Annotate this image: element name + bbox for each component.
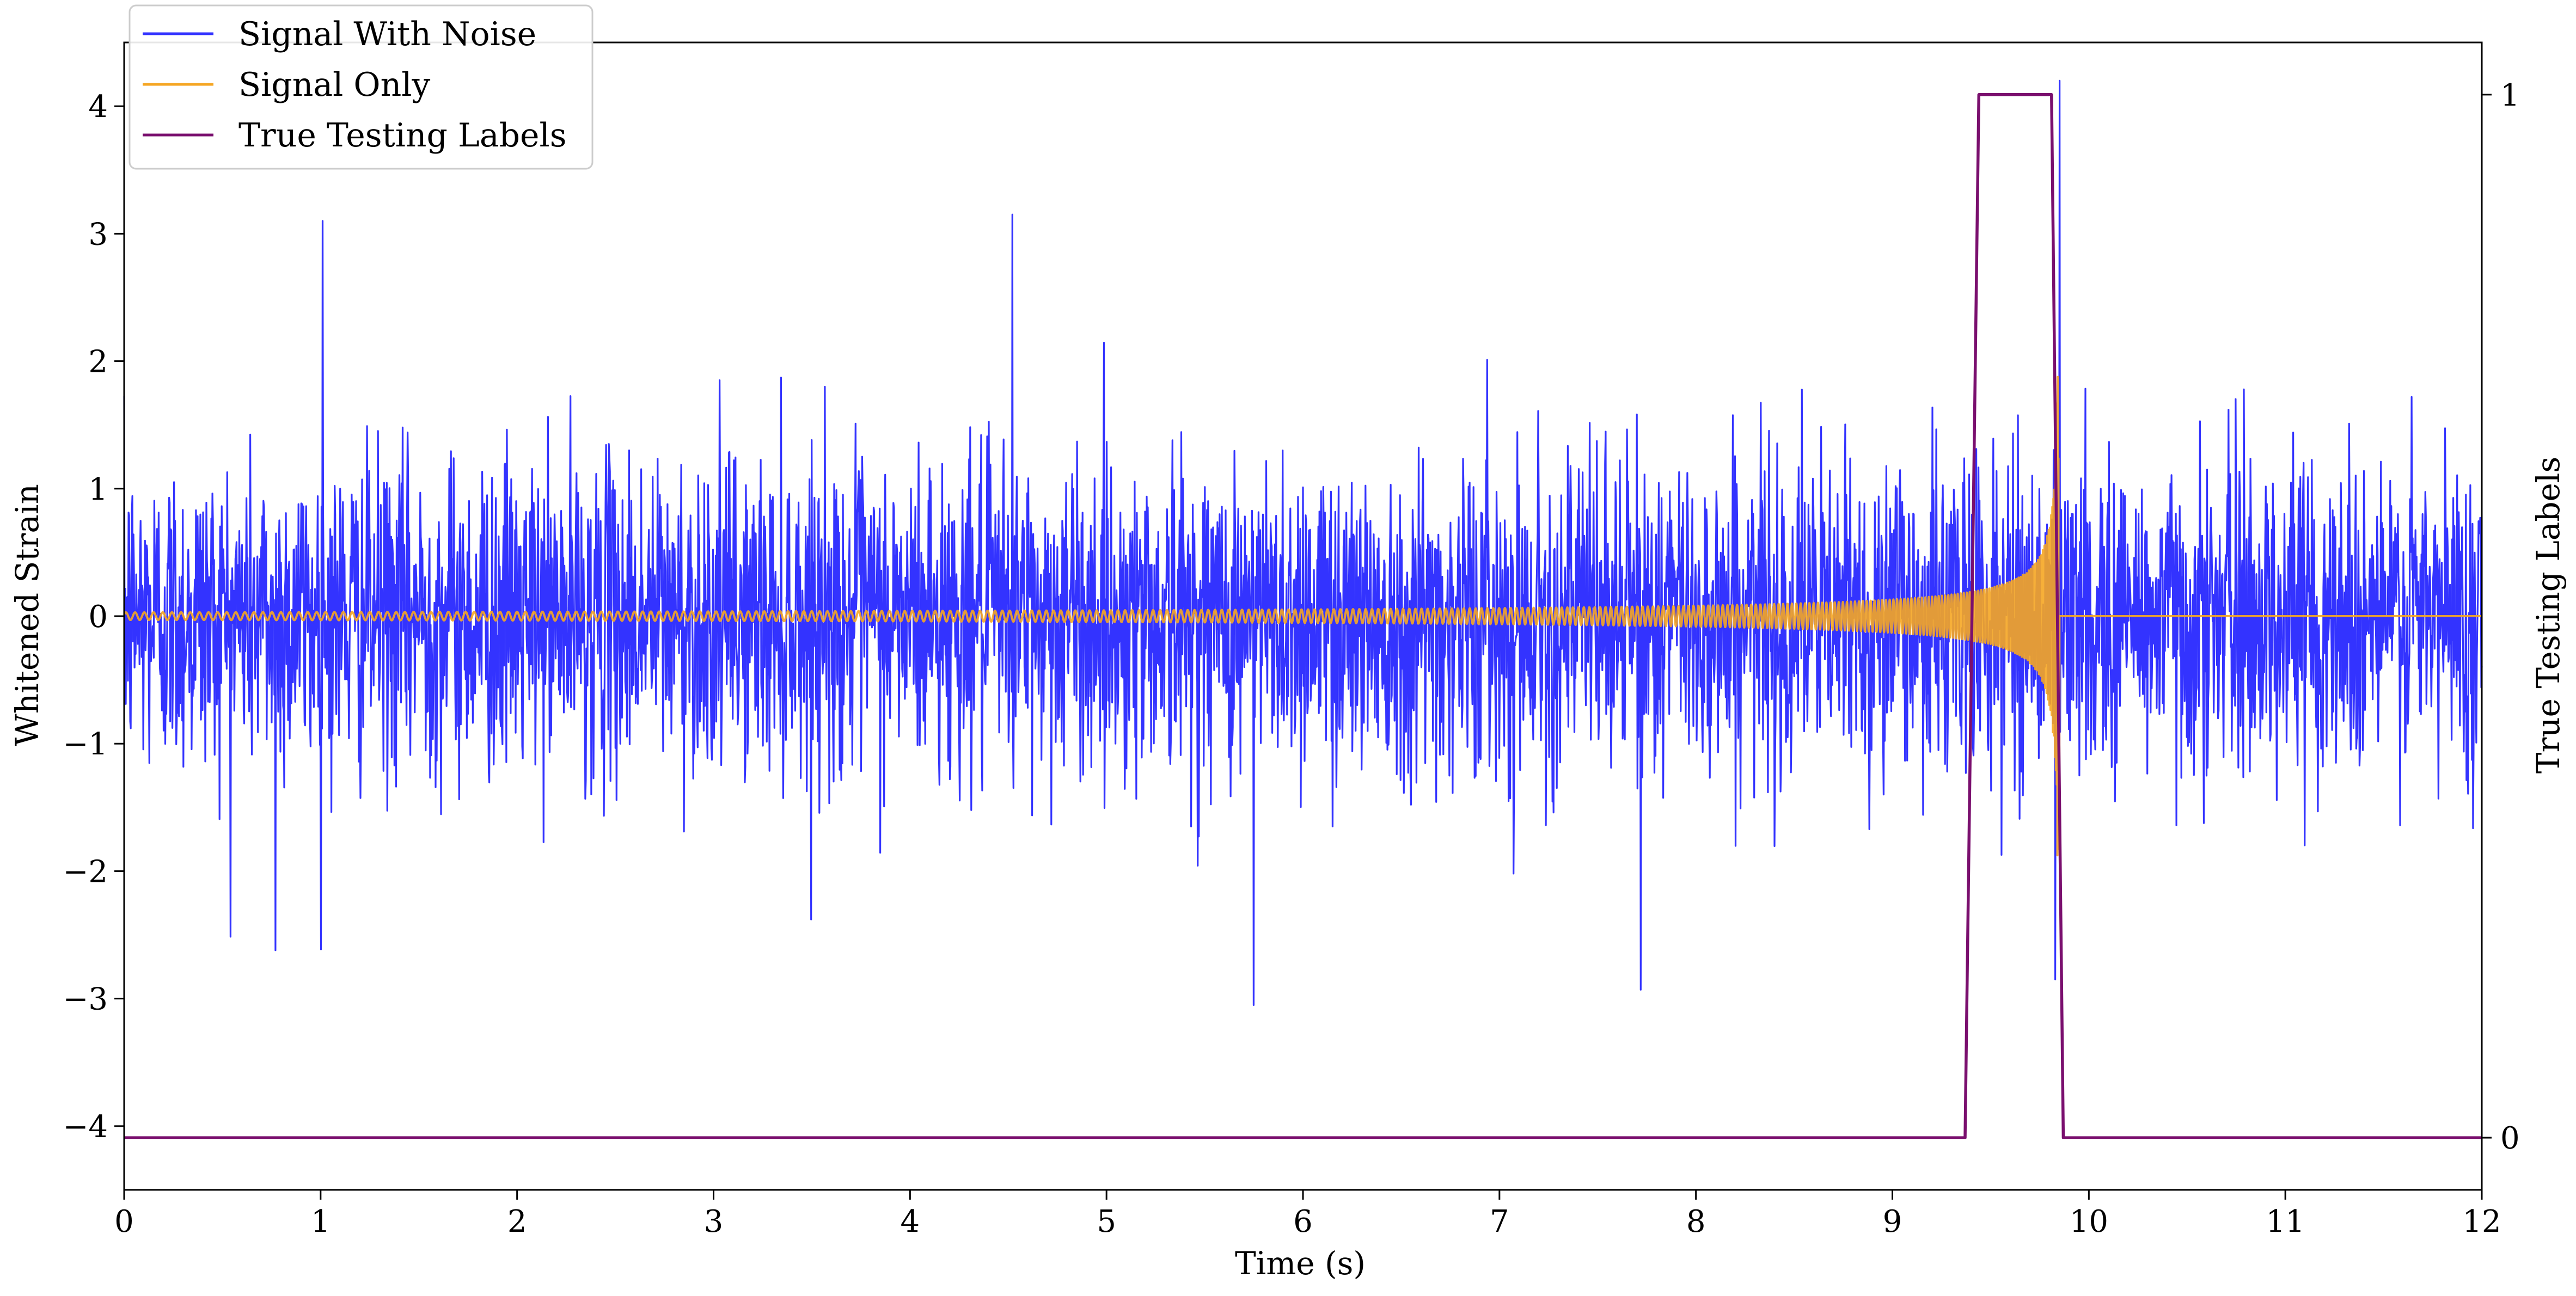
- x-tick-label: 3: [704, 1204, 724, 1239]
- x-tick-label: 7: [1490, 1204, 1509, 1239]
- series-signal-only: [123, 376, 2483, 857]
- x-tick-label: 4: [901, 1204, 920, 1239]
- y-axis-ticks: −4 −3 −2 −1 0 1 2 3 4: [63, 89, 124, 1145]
- legend: Signal With Noise Signal Only True Testi…: [129, 4, 593, 170]
- y-tick-label: 0: [88, 599, 108, 635]
- y-tick-label: −3: [63, 982, 108, 1017]
- x-tick-label: 1: [311, 1204, 331, 1239]
- signal-only-line: [123, 376, 2483, 857]
- y-axis-title: Whitened Strain: [9, 484, 46, 746]
- x-axis-ticks: 0 1 2 3 4 5 6 7 8 9 10 11 12: [114, 1190, 2501, 1239]
- y2-axis-ticks: 01: [2482, 78, 2520, 1156]
- signal-with-noise-line: [123, 79, 2483, 1006]
- x-tick-label: 5: [1097, 1204, 1116, 1239]
- true-testing-labels-line: [124, 93, 2482, 1139]
- x-axis-title: Time (s): [1235, 1245, 1366, 1282]
- y2-axis-title: True Testing Labels: [2530, 457, 2567, 773]
- y-tick-label: −2: [63, 854, 108, 889]
- x-tick-label: 12: [2462, 1204, 2501, 1239]
- x-tick-label: 8: [1686, 1204, 1706, 1239]
- x-tick-label: 0: [114, 1204, 134, 1239]
- y2-tick-label: 0: [2500, 1121, 2520, 1156]
- y-tick-label: 3: [88, 217, 108, 252]
- legend-label-signal-only: Signal Only: [238, 66, 430, 104]
- legend-label-true-testing-labels: True Testing Labels: [238, 116, 567, 155]
- y-tick-label: −4: [63, 1109, 108, 1145]
- series-true-testing-labels: [124, 93, 2482, 1139]
- y-tick-label: 1: [88, 472, 108, 507]
- series-signal-with-noise: [123, 79, 2483, 1006]
- x-tick-label: 2: [507, 1204, 527, 1239]
- legend-box: [129, 4, 593, 170]
- x-tick-label: 11: [2266, 1204, 2305, 1239]
- y-tick-label: 2: [88, 345, 108, 380]
- x-tick-label: 6: [1293, 1204, 1313, 1239]
- y2-tick-label: 1: [2500, 78, 2520, 113]
- y-tick-label: 4: [88, 89, 108, 125]
- x-tick-label: 10: [2070, 1204, 2108, 1239]
- legend-label-signal-with-noise: Signal With Noise: [238, 15, 536, 53]
- y-tick-label: −1: [63, 727, 108, 762]
- x-tick-label: 9: [1883, 1204, 1902, 1239]
